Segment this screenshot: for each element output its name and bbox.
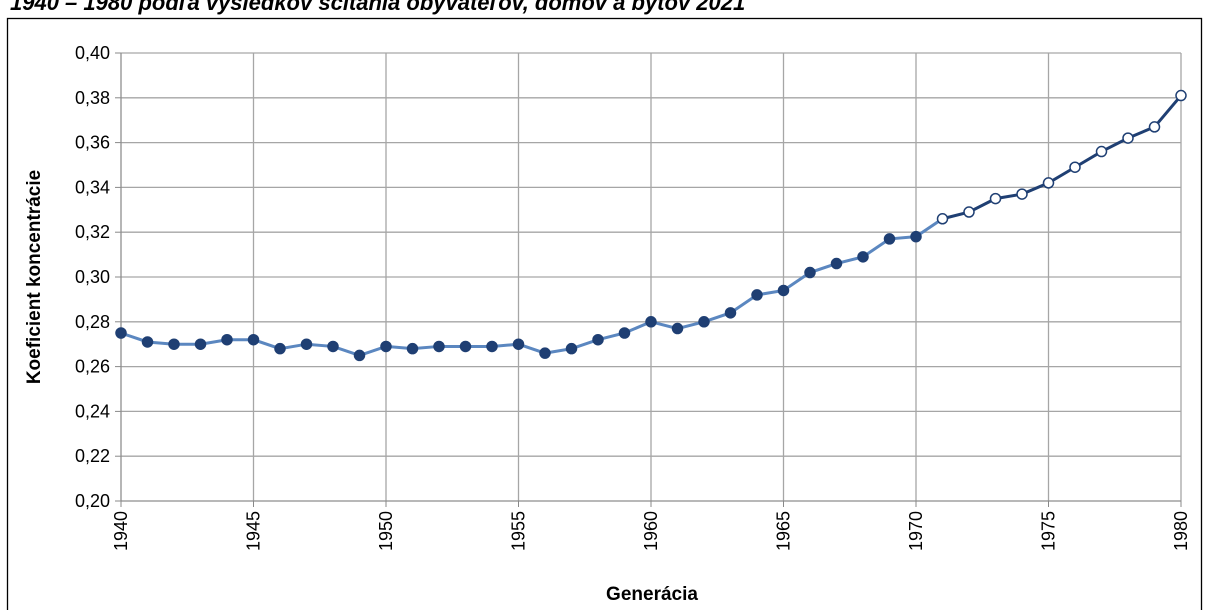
point xyxy=(512,338,525,350)
x-tick-label: 1955 xyxy=(509,511,529,551)
point xyxy=(565,342,578,355)
point xyxy=(645,316,657,328)
point xyxy=(221,333,233,346)
point xyxy=(1148,121,1161,133)
y-tick-label: 0,38 xyxy=(75,88,110,108)
point xyxy=(459,340,472,353)
point xyxy=(247,333,260,346)
x-tick-label: 1980 xyxy=(1171,511,1191,551)
y-tick-label: 0,30 xyxy=(75,267,110,287)
point xyxy=(936,213,949,225)
point xyxy=(274,342,286,355)
x-tick-label: 1945 xyxy=(244,511,264,551)
point xyxy=(194,338,207,350)
point xyxy=(883,233,896,245)
point xyxy=(618,327,631,339)
y-tick-label: 0,26 xyxy=(75,357,110,377)
point xyxy=(1069,161,1081,173)
point xyxy=(539,347,551,359)
point xyxy=(327,340,339,353)
x-tick-label: 1965 xyxy=(774,511,794,551)
chart-frame xyxy=(6,17,1203,610)
point xyxy=(380,340,392,353)
point xyxy=(989,192,1002,205)
x-tick-label: 1950 xyxy=(376,511,396,551)
x-tick-label: 1940 xyxy=(111,511,131,551)
point xyxy=(963,206,975,218)
point xyxy=(751,289,763,301)
y-tick-label: 0,20 xyxy=(75,491,110,511)
y-tick-label: 0,36 xyxy=(75,133,110,153)
point xyxy=(486,340,498,353)
y-axis-label: Koeficient koncentrácie xyxy=(24,170,45,384)
x-tick-label: 1975 xyxy=(1039,511,1059,551)
x-tick-label: 1960 xyxy=(641,511,661,551)
y-tick-label: 0,40 xyxy=(75,43,110,63)
point xyxy=(353,349,366,362)
point xyxy=(910,230,922,243)
point xyxy=(1122,132,1134,144)
point xyxy=(698,316,710,328)
y-tick-label: 0,28 xyxy=(75,312,110,332)
point xyxy=(168,338,180,350)
point xyxy=(724,307,737,319)
x-tick-label: 1970 xyxy=(906,511,926,551)
point xyxy=(1042,177,1055,189)
point xyxy=(592,333,604,346)
y-tick-label: 0,24 xyxy=(75,401,110,421)
point xyxy=(1016,188,1028,200)
point xyxy=(857,251,869,263)
point xyxy=(777,284,790,297)
point xyxy=(406,342,419,355)
point xyxy=(830,257,843,270)
point xyxy=(141,336,154,348)
point xyxy=(1095,145,1108,158)
y-tick-label: 0,22 xyxy=(75,446,110,466)
chart-title: 1940 – 1980 podľa výsledkov sčítania oby… xyxy=(10,0,745,15)
point xyxy=(804,266,816,279)
point xyxy=(115,327,127,339)
point xyxy=(300,338,313,350)
x-axis-label: Generácia xyxy=(606,584,698,605)
point xyxy=(433,340,445,353)
point xyxy=(1175,89,1187,102)
series-line xyxy=(942,94,1183,221)
y-tick-label: 0,34 xyxy=(75,177,110,197)
y-tick-label: 0,32 xyxy=(75,222,110,242)
point xyxy=(671,322,684,335)
